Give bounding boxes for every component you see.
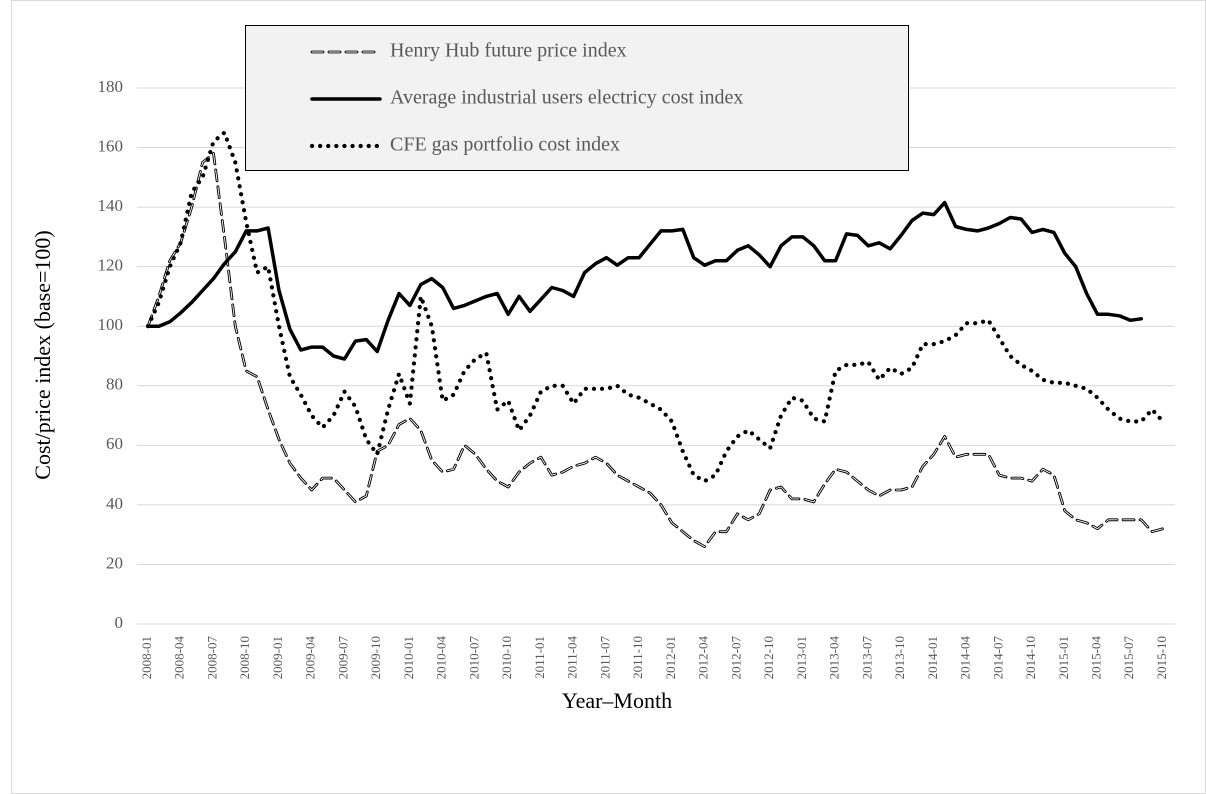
x-tick-label: 2013-01 (794, 636, 809, 679)
x-tick-label: 2013-10 (892, 636, 907, 679)
x-tick-label: 2013-04 (827, 636, 842, 680)
y-tick-label: 180 (98, 77, 124, 96)
x-tick-label: 2008-10 (237, 636, 252, 679)
x-tick-label: 2008-07 (204, 636, 219, 680)
x-tick-label: 2014-01 (925, 636, 940, 679)
x-tick-label: 2015-04 (1089, 636, 1104, 680)
x-tick-label: 2012-01 (663, 636, 678, 679)
x-tick-label: 2014-10 (1023, 636, 1038, 679)
series-line-inner (147, 153, 1164, 548)
legend-label: CFE gas portfolio cost index (390, 134, 620, 156)
x-tick-label: 2012-04 (696, 636, 711, 680)
x-tick-label: 2010-01 (401, 636, 416, 679)
x-tick-label: 2008-01 (139, 636, 154, 679)
y-tick-label: 60 (106, 434, 123, 453)
x-tick-label: 2009-10 (368, 636, 383, 679)
y-tick-label: 120 (98, 256, 124, 275)
legend-label: Henry Hub future price index (390, 40, 627, 62)
x-tick-label: 2012-07 (728, 636, 743, 680)
x-tick-label: 2009-07 (335, 636, 350, 680)
series-line (145, 130, 1166, 484)
y-tick-label: 40 (106, 494, 123, 513)
x-tick-label: 2009-04 (303, 636, 318, 680)
legend: Henry Hub future price index Average indu… (309, 40, 743, 156)
y-axis-title: Cost/price index (base=100) (30, 230, 55, 479)
x-tick-label: 2009-01 (270, 636, 285, 679)
x-tick-label: 2015-10 (1154, 636, 1169, 679)
x-tick-label: 2015-07 (1121, 636, 1136, 680)
x-tick-label: 2011-01 (532, 636, 547, 679)
series-line (146, 200, 1143, 361)
y-tick-label: 0 (115, 613, 124, 632)
plot-area: 0 20 40 60 80 100 120 140 160 180 2008-01 2008-04 20… (98, 77, 1175, 680)
y-tick-label: 160 (98, 136, 124, 155)
x-tick-label: 2014-04 (958, 636, 973, 680)
x-tick-label: 2012-10 (761, 636, 776, 679)
x-tick-label: 2010-07 (466, 636, 481, 680)
y-tick-label: 100 (98, 315, 124, 334)
x-tick-label: 2013-07 (859, 636, 874, 680)
x-tick-label: 2011-07 (597, 636, 612, 679)
x-tick-label: 2011-04 (565, 636, 580, 679)
x-axis-title: Year–Month (562, 688, 672, 713)
x-tick-label: 2011-10 (630, 636, 645, 679)
y-tick-label: 140 (98, 196, 124, 215)
legend-label: Average industrial users electricy cost … (390, 87, 743, 109)
x-tick-label: 2010-10 (499, 636, 514, 679)
x-tick-label: 2010-04 (434, 636, 449, 680)
y-tick-label: 20 (106, 553, 123, 572)
y-tick-label: 80 (106, 375, 123, 394)
x-tick-label: 2008-04 (172, 636, 187, 680)
x-tick-label: 2014-07 (990, 636, 1005, 680)
x-tick-label: 2015-01 (1056, 636, 1071, 679)
